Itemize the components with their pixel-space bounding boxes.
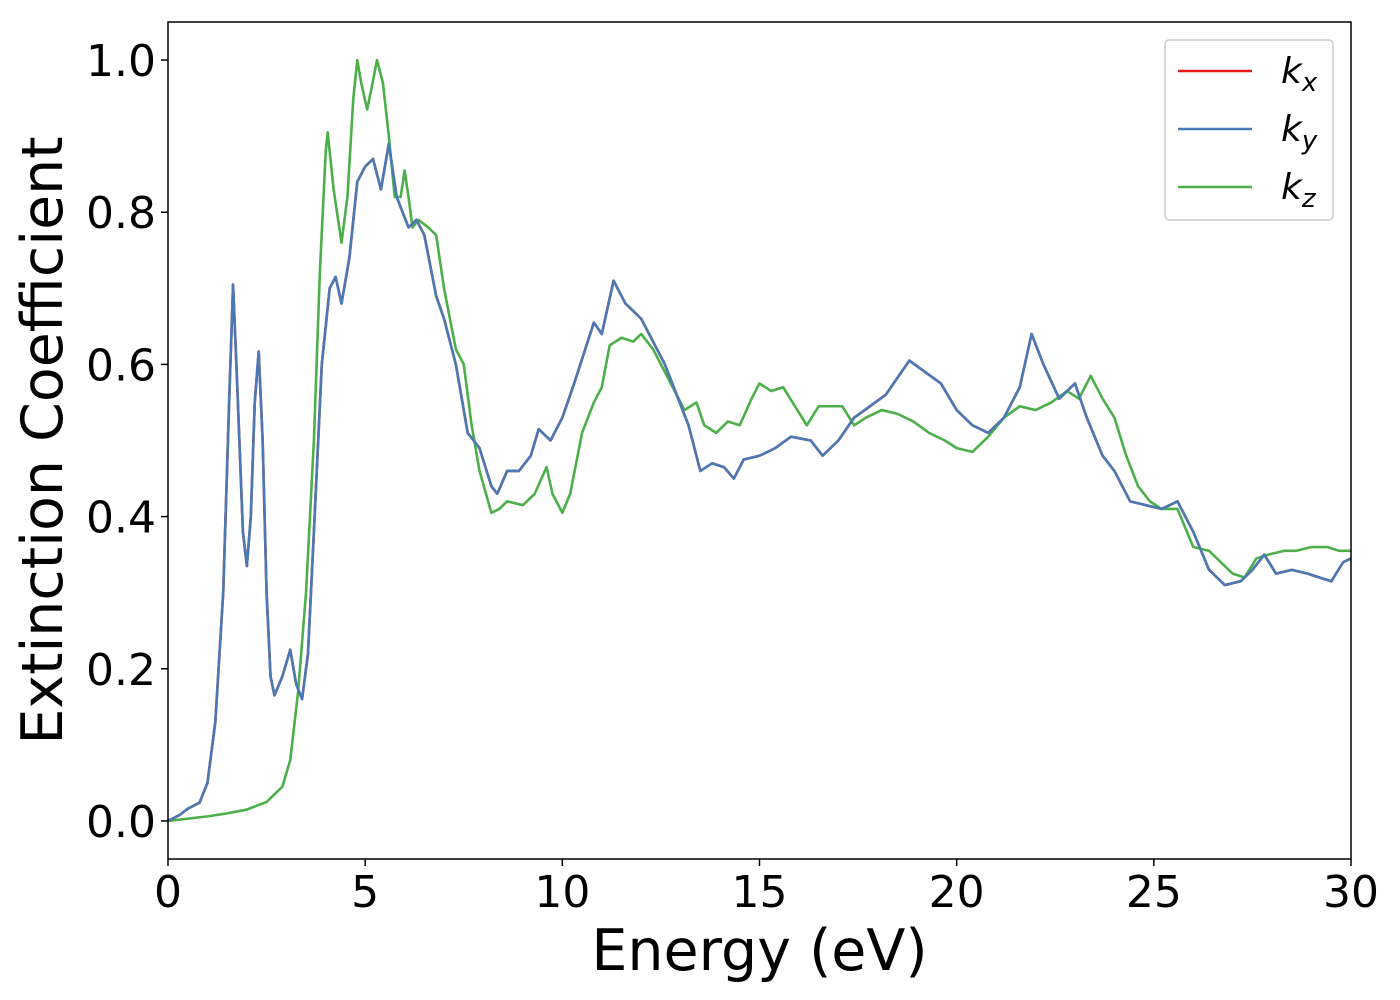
x-tick-label: 20 <box>929 867 985 918</box>
x-tick-label: 5 <box>351 867 379 918</box>
y-tick-label: 0.8 <box>86 188 156 239</box>
legend-label-subscript: z <box>1301 184 1317 214</box>
y-tick-label: 1.0 <box>86 36 156 87</box>
series-line-z <box>168 58 1351 823</box>
legend-label-subscript: y <box>1301 126 1318 156</box>
y-tick-label: 0.6 <box>86 340 156 391</box>
legend-label-x: kx <box>1281 51 1318 98</box>
y-tick-label: 0.4 <box>86 493 156 544</box>
x-tick-label: 30 <box>1323 867 1379 918</box>
legend-label-base: k <box>1281 109 1304 150</box>
y-axis-ticks: 0.0 0.2 0.4 0.6 0.8 1.0 <box>86 36 168 848</box>
series-layer <box>168 58 1351 823</box>
x-axis-ticks: 0 5 10 15 20 25 30 <box>154 859 1379 918</box>
x-axis-title: Energy (eV) <box>591 918 927 984</box>
x-tick-label: 25 <box>1126 867 1182 918</box>
legend-label-base: k <box>1281 51 1304 92</box>
x-tick-label: 0 <box>154 867 182 918</box>
x-tick-label: 10 <box>534 867 590 918</box>
y-tick-label: 0.2 <box>86 645 156 696</box>
x-tick-label: 15 <box>732 867 788 918</box>
series-line-y <box>168 142 1351 823</box>
y-tick-label: 0.0 <box>86 797 156 848</box>
legend-label-y: ky <box>1281 109 1318 156</box>
legend-label-base: k <box>1281 167 1304 208</box>
legend-label-z: kz <box>1281 167 1317 214</box>
legend-label-subscript: x <box>1301 68 1318 98</box>
y-axis-title: Extinction Coefficient <box>10 136 76 744</box>
